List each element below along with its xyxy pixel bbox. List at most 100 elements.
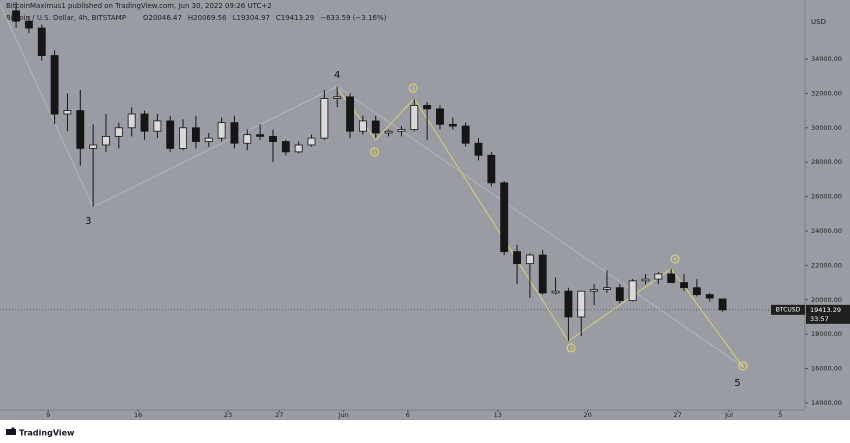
ohlc-value: C19413.29 bbox=[276, 14, 314, 22]
candle-body bbox=[307, 137, 316, 146]
candle-body bbox=[718, 298, 727, 311]
candle-body bbox=[577, 290, 586, 318]
candle-body bbox=[436, 108, 444, 125]
chart-background bbox=[0, 0, 850, 420]
wave-label: 1 bbox=[373, 150, 377, 156]
y-tick-label: 22000.00 bbox=[811, 261, 842, 269]
candle-body bbox=[692, 287, 701, 296]
candle-body bbox=[513, 251, 521, 265]
logo-dot bbox=[11, 427, 15, 431]
candle-body bbox=[269, 135, 277, 142]
x-tick-label: 9 bbox=[46, 411, 50, 419]
candle-body bbox=[705, 294, 714, 299]
ohlc-value: O20046.47 bbox=[143, 14, 182, 22]
y-tick-label: 26000.00 bbox=[811, 193, 842, 201]
candle-body bbox=[333, 96, 342, 99]
candle-body bbox=[461, 125, 470, 144]
candle-body bbox=[127, 113, 136, 129]
wave-label: 5 bbox=[741, 364, 745, 370]
candle-body bbox=[628, 280, 637, 302]
candle-body bbox=[37, 27, 46, 56]
candle-body bbox=[641, 278, 650, 282]
candle-body bbox=[24, 20, 33, 29]
candle-body bbox=[397, 129, 406, 132]
logo-mark bbox=[6, 429, 16, 435]
candle-body bbox=[179, 127, 187, 149]
x-tick-label: 6 bbox=[406, 411, 410, 419]
x-tick-label: 27 bbox=[673, 411, 681, 419]
candle-body bbox=[667, 273, 676, 283]
candle-body bbox=[590, 289, 599, 292]
candle-body bbox=[615, 287, 624, 302]
candle-body bbox=[217, 122, 226, 139]
wave-label: 4 bbox=[334, 70, 340, 81]
candle-body bbox=[371, 120, 380, 134]
candle-body bbox=[102, 135, 110, 146]
wave-label-circle bbox=[738, 361, 748, 371]
tradingview-logo bbox=[6, 427, 16, 435]
y-tick-label: 34000.00 bbox=[811, 55, 842, 63]
candle-body bbox=[423, 105, 432, 110]
currency: USD bbox=[811, 18, 826, 26]
candle-body bbox=[474, 142, 483, 156]
x-tick-label: 5 bbox=[778, 411, 782, 419]
candle-body bbox=[448, 123, 457, 127]
x-tick-label: Jun bbox=[338, 411, 349, 419]
wave-label: 5 bbox=[734, 378, 740, 389]
countdown-label: 33:57 bbox=[810, 315, 829, 323]
candle-body bbox=[281, 141, 290, 153]
candle-body bbox=[320, 98, 329, 139]
y-tick-label: 18000.00 bbox=[811, 330, 842, 338]
y-tick-label: 16000.00 bbox=[811, 365, 842, 373]
wave-label: 2 bbox=[411, 86, 415, 92]
wave-label-circle bbox=[408, 83, 418, 93]
candle-body bbox=[114, 127, 123, 137]
candle-body bbox=[538, 254, 547, 294]
wave-label-circle bbox=[370, 147, 380, 157]
wave-label: 4 bbox=[673, 257, 677, 263]
candle-body bbox=[346, 96, 354, 132]
candle-body bbox=[166, 120, 175, 149]
candle-body bbox=[525, 254, 534, 265]
symbol-title: Bitcoin / U.S. Dollar, 4h, BITSTAMP bbox=[6, 14, 126, 22]
wave-line bbox=[0, 3, 744, 368]
ohlc-value: −633.59 (−3.16%) bbox=[320, 14, 386, 22]
candle-body bbox=[50, 55, 59, 115]
y-tick-label: 20000.00 bbox=[811, 296, 842, 304]
x-tick-label: 16 bbox=[134, 411, 142, 419]
candle-body bbox=[230, 122, 239, 144]
candle-body bbox=[76, 110, 85, 149]
x-tick-label: Jul bbox=[724, 411, 733, 419]
x-tick-label: 23 bbox=[224, 411, 232, 419]
y-tick-label: 14000.00 bbox=[811, 399, 842, 407]
y-tick-label: 28000.00 bbox=[811, 158, 842, 166]
candle-body bbox=[256, 134, 265, 137]
candle-body bbox=[358, 120, 367, 132]
candle-body bbox=[89, 144, 98, 149]
last-price-label: 19413.29 bbox=[810, 306, 841, 314]
wave-label: 3 bbox=[569, 346, 573, 352]
candle-body bbox=[680, 282, 688, 289]
publisher-line: BitcoinMaximus1 published on TradingView… bbox=[6, 2, 272, 10]
y-tick-label: 24000.00 bbox=[811, 227, 842, 235]
footer-background bbox=[0, 420, 850, 443]
footer-brand: TradingView bbox=[19, 429, 75, 438]
wave-label-circle bbox=[566, 343, 576, 353]
candle-body bbox=[500, 182, 509, 253]
x-tick-label: 13 bbox=[494, 411, 502, 419]
candle-body bbox=[487, 154, 496, 184]
price-tag bbox=[806, 304, 850, 324]
ticker-tag bbox=[771, 304, 805, 315]
candle-body bbox=[243, 134, 252, 144]
ohlc-value: L19304.97 bbox=[233, 14, 270, 22]
candle-body bbox=[410, 105, 419, 130]
candle-body bbox=[603, 287, 611, 290]
candle-body bbox=[12, 10, 20, 22]
candle-body bbox=[551, 290, 560, 294]
candle-body bbox=[153, 120, 162, 132]
candle-body bbox=[63, 110, 72, 115]
ticker-label: BTCUSD bbox=[776, 306, 801, 313]
wave-label-circle bbox=[670, 254, 680, 264]
candle-body bbox=[294, 144, 303, 153]
